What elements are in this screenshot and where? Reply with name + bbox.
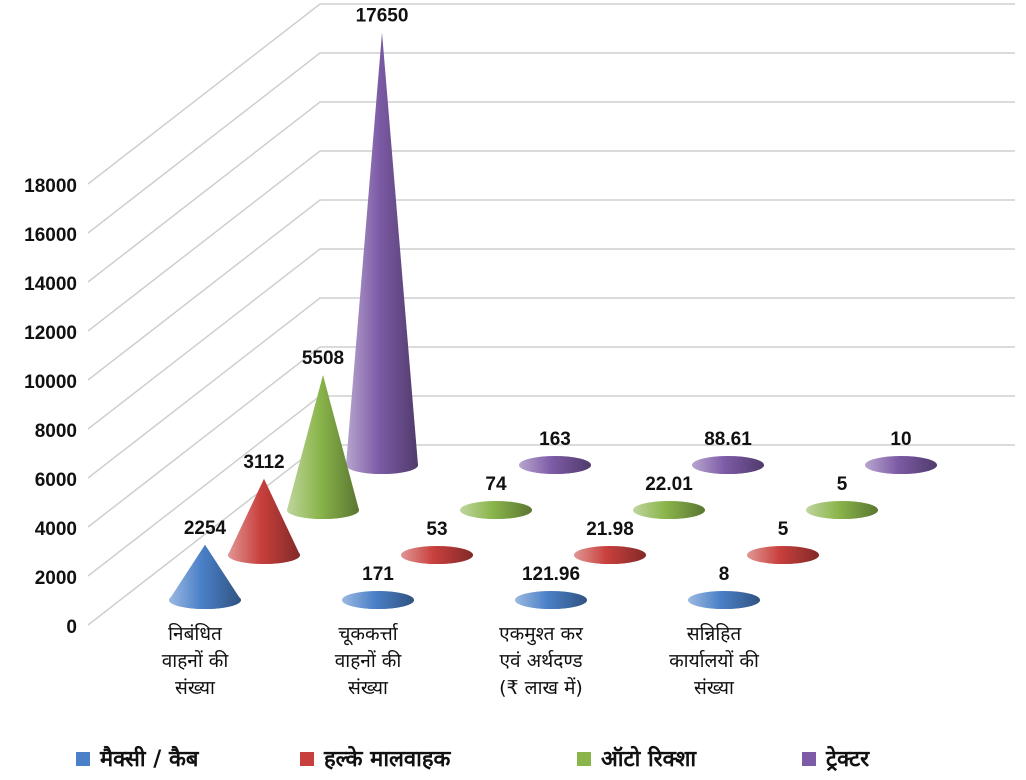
y-tick-label: 8000 <box>35 421 77 442</box>
grid-line <box>87 395 1015 577</box>
cone <box>633 509 705 519</box>
y-tick-label: 10000 <box>24 372 77 393</box>
legend-label: मैक्सी / कैब <box>99 745 200 772</box>
legend-label: ऑटो रिक्शा <box>601 745 697 772</box>
grid-line <box>87 101 1015 283</box>
x-tick-label: निबंधित वाहनों की संख्या <box>162 622 230 699</box>
cone <box>401 553 473 564</box>
y-tick-label: 16000 <box>24 225 77 246</box>
value-label: 5 <box>837 474 848 495</box>
y-tick-label: 6000 <box>35 470 77 491</box>
y-tick-label: 2000 <box>35 568 77 589</box>
cone <box>574 554 646 564</box>
cone <box>169 544 241 609</box>
x-tick-label: एकमुश्त कर एवं अर्थदण्ड (₹ लाख में) <box>499 623 584 699</box>
y-tick-label: 14000 <box>24 274 77 295</box>
grid-line <box>87 150 1015 332</box>
value-label: 171 <box>362 564 394 585</box>
cone <box>515 597 587 609</box>
legend-label: हल्के मालवाहक <box>323 745 452 772</box>
legend-swatch <box>577 752 591 766</box>
y-tick-label: 4000 <box>35 519 77 540</box>
cone <box>747 554 819 564</box>
y-tick-label: 18000 <box>24 176 77 197</box>
legend-swatch <box>300 752 314 766</box>
grid-line <box>87 3 1015 185</box>
value-label: 53 <box>426 519 447 540</box>
value-label: 163 <box>539 429 571 450</box>
grid-line <box>87 346 1015 528</box>
value-label: 3112 <box>243 452 284 473</box>
cone <box>228 478 300 564</box>
y-tick-label: 0 <box>66 617 77 638</box>
cone <box>287 375 359 519</box>
legend-label: ट्रेक्टर <box>825 745 870 772</box>
value-label: 8 <box>719 564 730 585</box>
grid-line <box>87 199 1015 381</box>
y-tick-label: 12000 <box>24 323 77 344</box>
cone <box>865 464 937 474</box>
grid-line <box>87 297 1015 479</box>
cone <box>688 599 760 609</box>
x-tick-label: सन्निहित कार्यालयों की संख्या <box>669 622 760 699</box>
cone <box>806 509 878 519</box>
value-label: 22.01 <box>645 474 693 495</box>
value-label: 121.96 <box>522 564 580 585</box>
cone <box>519 461 591 474</box>
legend-swatch <box>802 752 816 766</box>
cone <box>460 508 532 519</box>
cone <box>346 32 418 474</box>
value-label: 21.98 <box>586 519 634 540</box>
cone <box>692 462 764 474</box>
value-label: 5 <box>778 519 789 540</box>
value-label: 88.61 <box>704 429 752 450</box>
value-label: 5508 <box>302 348 344 369</box>
grid-line <box>87 52 1015 234</box>
value-label: 10 <box>890 429 911 450</box>
x-tick-label: चूककर्त्ता वाहनों की संख्या <box>335 622 403 699</box>
value-label: 17650 <box>356 6 409 27</box>
legend-swatch <box>76 752 90 766</box>
grid-line <box>87 248 1015 430</box>
value-label: 74 <box>485 474 507 495</box>
value-label: 2254 <box>184 518 227 539</box>
cone <box>342 595 414 609</box>
